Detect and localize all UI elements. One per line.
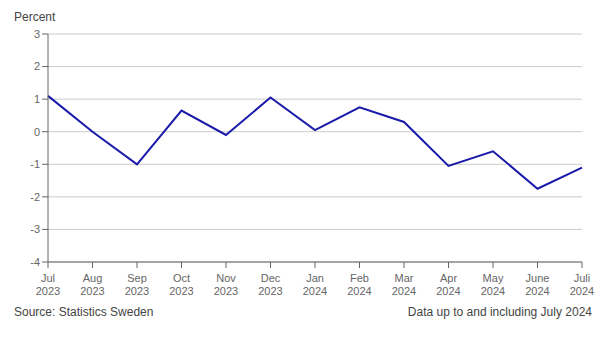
svg-text:Jan2024: Jan2024 xyxy=(303,272,327,297)
svg-text:0: 0 xyxy=(34,126,40,138)
svg-text:Mar2024: Mar2024 xyxy=(392,272,416,297)
svg-text:Sep2023: Sep2023 xyxy=(125,272,149,297)
svg-text:-3: -3 xyxy=(30,223,40,235)
svg-text:Jul2023: Jul2023 xyxy=(36,272,60,297)
svg-text:Nov2023: Nov2023 xyxy=(214,272,238,297)
svg-text:-4: -4 xyxy=(30,256,40,268)
svg-text:Feb2024: Feb2024 xyxy=(347,272,371,297)
svg-text:2: 2 xyxy=(34,60,40,72)
svg-text:Dec2023: Dec2023 xyxy=(258,272,282,297)
svg-text:3: 3 xyxy=(34,28,40,40)
svg-text:Juli2024: Juli2024 xyxy=(570,272,594,297)
svg-text:May2024: May2024 xyxy=(481,272,505,297)
svg-text:1: 1 xyxy=(34,93,40,105)
svg-text:June2024: June2024 xyxy=(525,272,549,297)
svg-text:-1: -1 xyxy=(30,158,40,170)
svg-text:Oct2023: Oct2023 xyxy=(169,272,193,297)
html-text:Percent: Percent xyxy=(14,10,56,24)
html-text:Source: Statistics Sweden: Source: Statistics Sweden xyxy=(14,305,154,319)
html-text:Data up to and including July: Data up to and including July 2024 xyxy=(407,305,592,319)
svg-text:-2: -2 xyxy=(30,191,40,203)
svg-text:Aug2023: Aug2023 xyxy=(80,272,104,297)
svg-text:Apr2024: Apr2024 xyxy=(436,272,460,297)
